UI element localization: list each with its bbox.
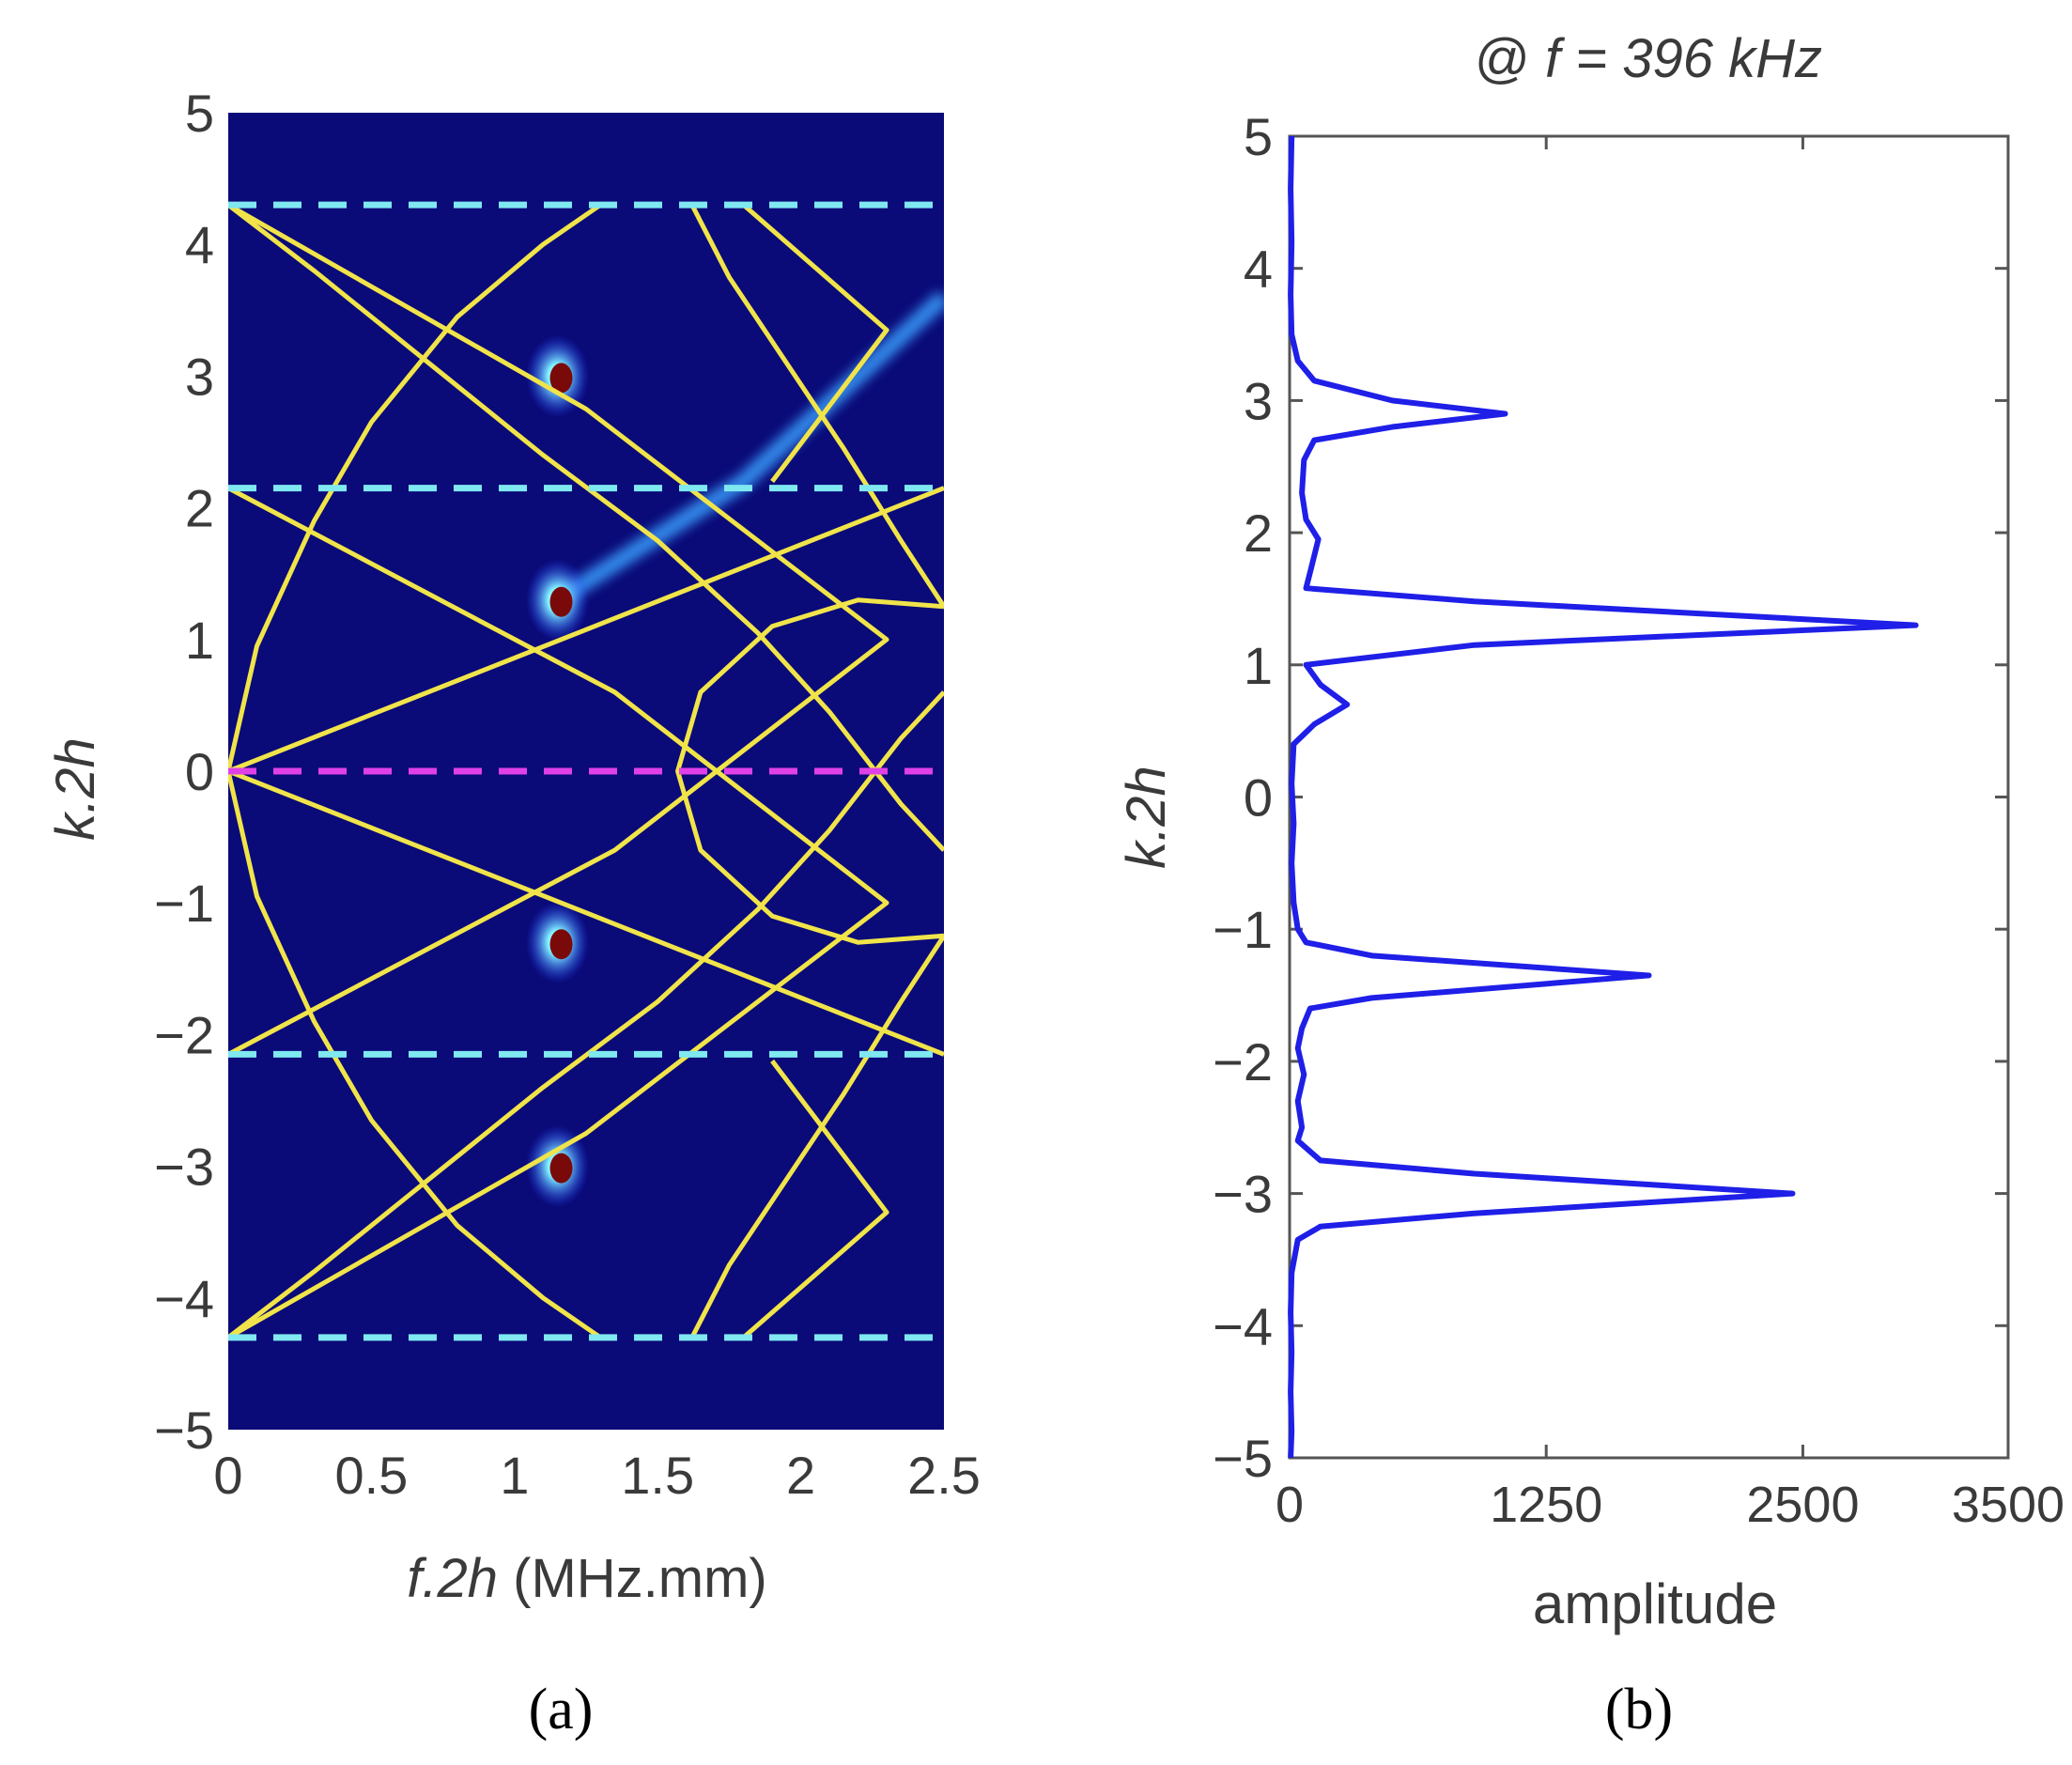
y-tick-labels-a: 5 4 3 2 1 0 −1 −2 −3 −4 −5 <box>154 84 214 1460</box>
y-tick-label: 0 <box>1244 768 1273 828</box>
chart-title-b-prefix: @ <box>1475 28 1545 89</box>
dispersion-curve <box>228 202 889 1057</box>
y-tick-label: −5 <box>154 1401 214 1460</box>
y-axis-label-a: k.2h <box>45 737 106 841</box>
x-tick-labels-a: 0 0.5 1 1.5 2 2.5 <box>213 1446 981 1505</box>
amplitude-series-line <box>1288 135 1919 1459</box>
y-tick-label: 1 <box>1244 636 1273 695</box>
x-tick-label: 1 <box>500 1446 529 1505</box>
chart-title-b-italic: f = 396 kHz <box>1545 28 1822 89</box>
x-tick-label: 1.5 <box>621 1446 694 1505</box>
y-tick-label: −4 <box>1213 1296 1273 1355</box>
chart-title-b: @ f = 396 kHz <box>1475 28 1822 89</box>
x-tick-label: 2.5 <box>907 1446 981 1505</box>
hotspot-peak <box>549 363 573 394</box>
dispersion-curve <box>741 1059 889 1339</box>
x-tick-label: 2 <box>786 1446 815 1505</box>
dispersion-curve <box>228 486 944 774</box>
dispersion-curve <box>228 768 944 1057</box>
energy-streak <box>552 290 944 608</box>
x-tick-labels-b: 0 1250 2500 3500 <box>1276 1477 2064 1533</box>
y-tick-label: 4 <box>185 215 214 274</box>
panel-caption-b: (b) <box>1605 1678 1673 1742</box>
y-tick-label: −5 <box>1213 1429 1273 1488</box>
y-tick-label: −2 <box>1213 1032 1273 1092</box>
y-tick-label: −1 <box>1213 900 1273 959</box>
dispersion-curve <box>741 203 889 484</box>
hotspot-peak <box>549 586 573 617</box>
x-axis-label-a: f.2h (MHz.mm) <box>407 1548 766 1609</box>
dispersion-curve <box>228 486 889 1340</box>
y-tick-label: 2 <box>185 479 214 538</box>
y-tick-label: 1 <box>185 611 214 670</box>
panel-b: @ f = 396 kHz 5 4 3 2 1 0 −1 −2 −3 −4 −5 0 1250 2500… <box>1116 28 2064 1742</box>
y-tick-label: 0 <box>185 742 214 801</box>
y-tick-label: −4 <box>154 1269 214 1328</box>
y-tick-label: 5 <box>1244 107 1273 166</box>
y-tick-label: −1 <box>154 874 214 933</box>
plot-frame <box>1288 134 2010 1460</box>
panel-a: 5 4 3 2 1 0 −1 −2 −3 −4 −5 0 0.5 1 1.5 2 2.5 k.2h f.2h … <box>45 84 981 1742</box>
x-axis-label-a-italic: f.2h <box>407 1548 498 1609</box>
y-tick-labels-b: 5 4 3 2 1 0 −1 −2 −3 −4 −5 <box>1213 107 1273 1488</box>
x-tick-label: 0.5 <box>334 1446 408 1505</box>
y-tick-label: 3 <box>185 347 214 406</box>
x-tick-label: 3500 <box>1952 1477 2064 1533</box>
heatmap-plot-area <box>228 113 944 1430</box>
y-tick-label: 4 <box>1244 240 1273 299</box>
dispersion-curve <box>675 597 944 945</box>
x-tick-label: 1250 <box>1490 1477 1602 1533</box>
x-tick-label: 0 <box>213 1446 242 1505</box>
hotspot-peak <box>549 929 573 960</box>
hotspot-peak <box>549 1153 573 1184</box>
dispersion-curve <box>689 934 944 1339</box>
y-tick-label: 5 <box>185 84 214 143</box>
y-tick-label: −2 <box>154 1005 214 1064</box>
y-tick-label: −3 <box>154 1138 214 1197</box>
panel-caption-a: (a) <box>529 1678 594 1742</box>
x-tick-label: 0 <box>1276 1477 1304 1533</box>
y-tick-label: −3 <box>1213 1165 1273 1224</box>
dispersion-curve <box>228 770 602 1339</box>
x-axis-label-a-unit: (MHz.mm) <box>498 1548 767 1609</box>
x-axis-label-b: amplitude <box>1533 1572 1777 1635</box>
y-tick-label: 2 <box>1244 503 1273 563</box>
x-tick-label: 2500 <box>1746 1477 1859 1533</box>
dispersion-curve <box>228 203 602 772</box>
y-tick-label: 3 <box>1244 371 1273 430</box>
y-axis-label-b: k.2h <box>1116 766 1177 869</box>
dispersion-curve <box>689 203 944 609</box>
line-plot-area <box>1288 134 2010 1460</box>
